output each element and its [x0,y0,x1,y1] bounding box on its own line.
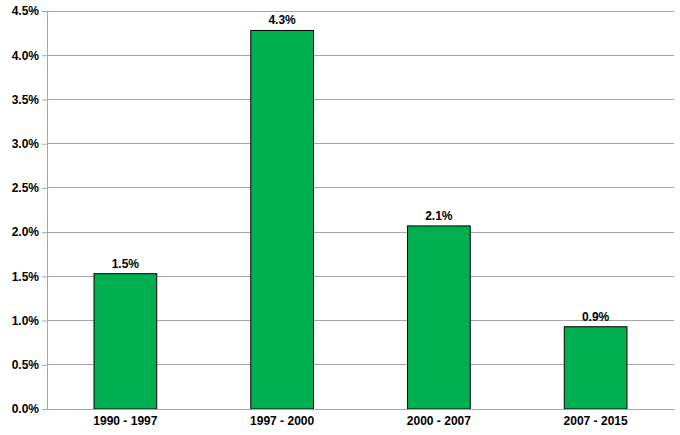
y-tick: 0.5% [12,358,47,372]
x-axis: 1990 - 1997 1997 - 2000 2000 - 2007 2007 - … [48,409,675,428]
y-tick: 1.5% [12,270,47,284]
data-label: 1.5% [112,257,140,271]
y-tick: 4.5% [12,4,47,18]
grid-line [47,187,674,188]
y-tick-label: 3.0% [12,137,40,151]
data-labels: 1.5% 4.3% 2.1% 0.9% [112,13,610,323]
y-tick: 3.5% [12,93,47,107]
x-axis-line [48,409,675,410]
y-tick-mark [42,409,47,410]
x-tick: 1990 - 1997 [93,409,157,428]
y-tick: 1.0% [12,314,47,328]
x-tick-label: 1997 - 2000 [250,414,314,428]
grid-line [47,55,674,56]
y-tick-label: 2.5% [12,181,40,195]
bar [94,274,157,409]
grid-line [47,99,674,100]
y-tick-label: 4.0% [12,49,40,63]
x-tick-label: 2000 - 2007 [407,414,471,428]
y-axis: 0.0% 0.5% 1.0% 1.5% 2.0% 2.5% 3.0% 3.5% 4.0% 4.5% [12,4,48,416]
y-tick-mark [42,321,47,322]
y-tick-mark [42,365,47,366]
bars [94,30,627,409]
x-tick: 2000 - 2007 [407,409,471,428]
y-tick: 2.0% [12,225,47,239]
y-tick: 0.0% [12,402,47,416]
y-tick: 4.0% [12,49,47,63]
grid-line [47,232,674,233]
chart: 0.0% 0.5% 1.0% 1.5% 2.0% 2.5% 3.0% 3.5% 4.0% 4.5%… [0,0,680,435]
y-tick-mark [42,55,47,56]
y-tick-label: 2.0% [12,225,40,239]
y-tick: 2.5% [12,181,47,195]
bar [408,226,471,409]
x-tick: 1997 - 2000 [250,409,314,428]
x-tick-label: 2007 - 2015 [564,414,628,428]
data-label: 2.1% [425,209,453,223]
data-label: 4.3% [268,13,296,27]
y-tick-label: 4.5% [12,4,40,18]
y-tick-label: 3.5% [12,93,40,107]
x-tick-label: 1990 - 1997 [93,414,157,428]
grid [47,11,674,409]
y-tick-mark [42,144,47,145]
data-label: 0.9% [582,310,610,324]
bar [251,30,314,409]
y-tick-label: 0.5% [12,358,40,372]
y-tick-label: 0.0% [12,402,40,416]
plot: 0.0% 0.5% 1.0% 1.5% 2.0% 2.5% 3.0% 3.5% 4.0% 4.5%… [12,4,675,427]
bar [564,327,627,409]
grid-line [47,143,674,144]
y-tick-label: 1.5% [12,270,40,284]
y-tick-mark [42,99,47,100]
y-axis-line [47,12,48,410]
y-tick-mark [42,11,47,12]
grid-line [47,11,674,12]
y-tick-mark [42,188,47,189]
y-tick-label: 1.0% [12,314,40,328]
y-tick-mark [42,232,47,233]
y-tick: 3.0% [12,137,47,151]
x-tick: 2007 - 2015 [564,409,628,428]
y-tick-mark [42,276,47,277]
